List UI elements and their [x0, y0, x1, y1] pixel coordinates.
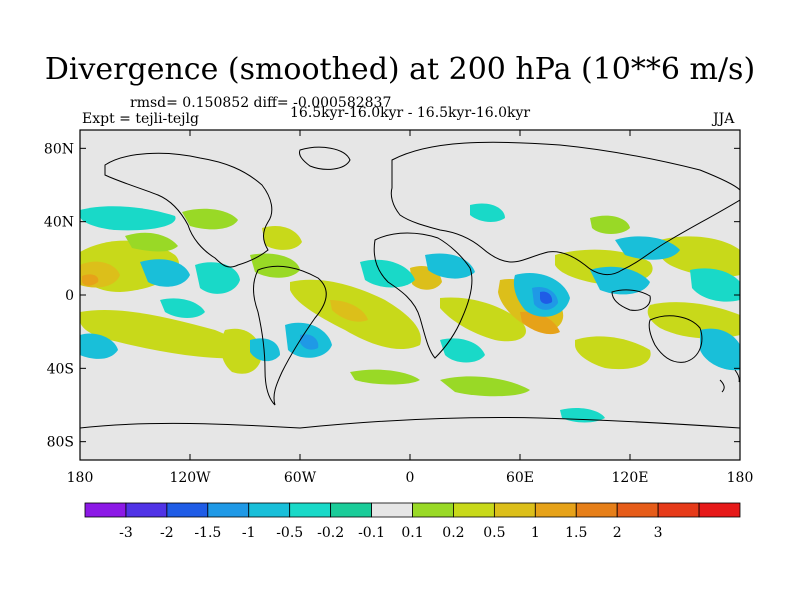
colorbar-swatch — [657, 502, 700, 518]
colorbar-swatch — [248, 502, 291, 518]
lon-label: 180 — [727, 470, 754, 486]
colorbar-label: 0.1 — [401, 525, 423, 541]
colorbar-label: 0.2 — [442, 525, 464, 541]
colorbar-label: -1.5 — [194, 525, 221, 541]
coastlines — [80, 141, 740, 429]
lat-label: 0 — [65, 288, 74, 304]
colorbar-label: -1 — [242, 525, 256, 541]
colorbar-label: 1 — [531, 525, 540, 541]
experiment-label: Expt = tejli-tejlg — [82, 111, 199, 127]
colorbar-swatch — [289, 502, 332, 518]
colorbar-swatch — [453, 502, 495, 518]
colorbar-swatch — [84, 502, 127, 518]
lon-label: 0 — [406, 470, 415, 486]
colorbar-label: 2 — [613, 525, 622, 541]
plot-title: Divergence (smoothed) at 200 hPa (10**6 … — [44, 52, 756, 87]
period-label: 16.5kyr-16.0kyr - 16.5kyr-16.0kyr — [290, 105, 531, 121]
colorbar-swatch — [698, 502, 741, 518]
colorbar-label: -3 — [119, 525, 133, 541]
colorbar-swatch — [207, 502, 250, 518]
colorbar-swatch — [166, 502, 209, 518]
colorbar-swatch — [412, 502, 454, 518]
stats-text: rmsd= 0.150852 diff= -0.000582837 — [130, 95, 392, 111]
colorbar-label: -0.1 — [358, 525, 385, 541]
colorbar: -3 -2 -1.5 -1 -0.5 -0.2 -0.1 0.1 0.2 0.5 1 1.5 2 3 — [84, 502, 741, 541]
colorbar-label: -2 — [160, 525, 174, 541]
lon-label: 120W — [169, 470, 211, 486]
lat-label: 40N — [44, 215, 74, 231]
colorbar-label: -0.2 — [317, 525, 344, 541]
divergence-field — [80, 141, 740, 429]
lat-label: 80N — [44, 141, 74, 157]
lat-label: 40S — [47, 361, 74, 377]
colorbar-swatch — [575, 502, 618, 518]
axes: 80N 40N 0 40S 80S 180 120W 60W 0 60E 120E 180 — [44, 130, 753, 486]
lat-label: 80S — [47, 435, 74, 451]
lon-label: 60W — [284, 470, 317, 486]
colorbar-swatch — [493, 502, 536, 518]
season-label: JJA — [713, 111, 735, 127]
colorbar-swatch — [125, 502, 168, 518]
colorbar-label: 3 — [654, 525, 663, 541]
colorbar-swatch — [371, 502, 413, 518]
colorbar-label: 1.5 — [565, 525, 587, 541]
colorbar-label: 0.5 — [483, 525, 505, 541]
map-background — [80, 130, 740, 460]
colorbar-swatch — [534, 502, 577, 518]
lon-label: 180 — [67, 470, 94, 486]
negative-patches — [80, 203, 740, 423]
colorbar-swatch — [330, 502, 372, 518]
colorbar-swatch — [616, 502, 659, 518]
lon-label: 120E — [612, 470, 649, 486]
lon-label: 60E — [506, 470, 534, 486]
colorbar-label: -0.5 — [276, 525, 303, 541]
